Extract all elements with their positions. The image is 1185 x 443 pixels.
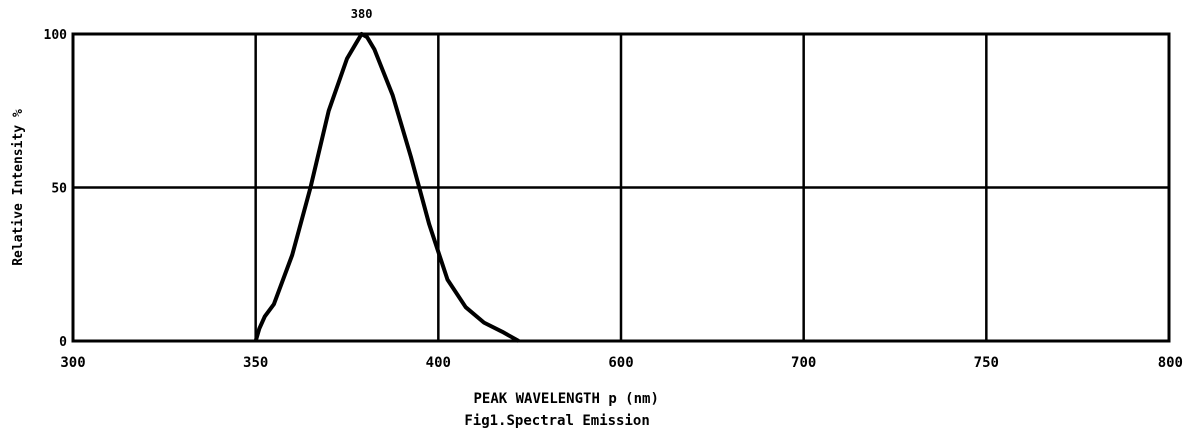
x-tick-label: 750 xyxy=(974,355,999,371)
y-tick-label: 0 xyxy=(59,335,67,350)
x-tick-label: 400 xyxy=(426,355,451,371)
peak-wavelength-label: 380 xyxy=(351,7,373,21)
x-tick-labels: 300 350 400 600 700 750 800 xyxy=(60,355,1183,371)
grid-layer xyxy=(73,34,1169,341)
series-line xyxy=(253,32,520,343)
x-tick-label: 300 xyxy=(60,355,85,371)
x-tick-label: 800 xyxy=(1158,355,1183,371)
x-tick-label: 700 xyxy=(791,355,816,371)
x-tick-label: 350 xyxy=(243,355,268,371)
x-axis-title: PEAK WAVELENGTH p (nm) xyxy=(473,391,658,407)
y-tick-labels: 0 50 100 xyxy=(44,28,68,350)
x-tick-label: 600 xyxy=(608,355,633,371)
figure-caption: Fig1.Spectral Emission xyxy=(464,413,649,429)
y-axis-title: Relative Intensity % xyxy=(11,109,26,266)
series-layer xyxy=(253,32,520,343)
plot-frame xyxy=(71,32,1171,343)
y-tick-label: 100 xyxy=(44,28,68,43)
y-tick-label: 50 xyxy=(51,182,67,197)
